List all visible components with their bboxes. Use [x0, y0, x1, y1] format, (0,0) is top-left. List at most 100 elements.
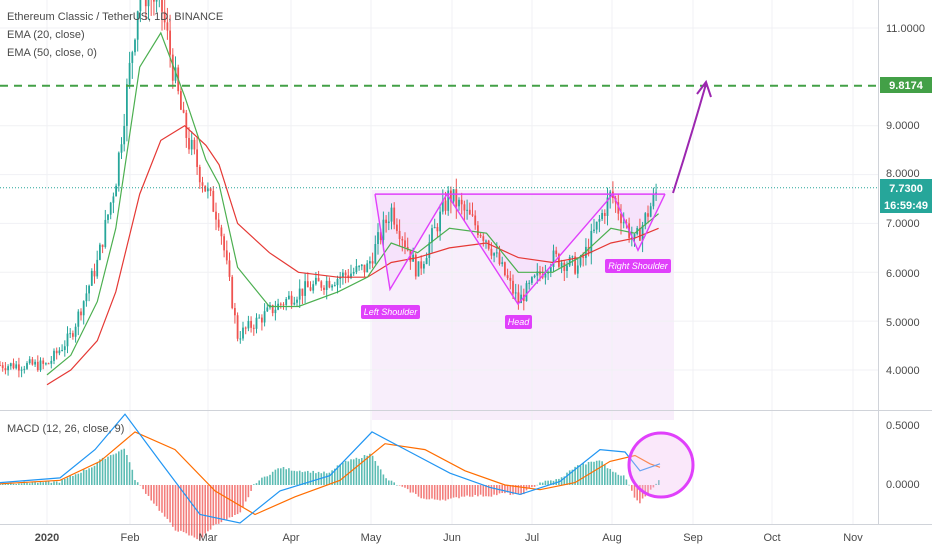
macd-bar	[182, 485, 185, 533]
macd-bar	[444, 485, 447, 501]
candle-body	[339, 277, 342, 279]
macd-bar	[180, 485, 182, 531]
macd-bar	[242, 485, 244, 507]
candle-body	[196, 149, 198, 167]
head-label[interactable]: Head	[505, 315, 532, 329]
candle-body	[547, 272, 549, 274]
macd-bar	[239, 485, 242, 513]
time-axis[interactable]: 2020 Feb Mar Apr May Jun Jul Aug Sep Oct…	[35, 532, 864, 544]
macd-bar	[118, 451, 120, 485]
candle-body	[0, 365, 1, 367]
candle-body	[139, 0, 142, 12]
macd-bar	[80, 472, 82, 485]
macd-bar	[150, 485, 152, 501]
candle-body	[485, 240, 487, 242]
macd-bar	[236, 485, 239, 515]
macd-bar	[601, 461, 603, 485]
candle-body	[42, 360, 45, 364]
projection-arrow[interactable]	[672, 79, 712, 194]
chart-legend: Ethereum Classic / TetherUS, 1D, BINANCE…	[7, 11, 223, 435]
macd-bar	[74, 474, 77, 485]
candle-body	[204, 185, 207, 192]
macd-bar	[37, 482, 39, 485]
macd-bar	[336, 465, 339, 485]
candle-body	[371, 261, 374, 264]
ema-20-line[interactable]	[46, 31, 659, 376]
candle-body	[490, 248, 493, 256]
candle-body	[325, 280, 328, 290]
macd-bar	[539, 482, 541, 485]
candle-body	[525, 283, 528, 302]
macd-bar	[277, 468, 279, 485]
macd-bar	[604, 464, 606, 485]
candle-body	[274, 309, 277, 314]
macd-bar	[328, 472, 331, 485]
macd-bar	[12, 483, 15, 485]
candle-body	[552, 250, 555, 267]
macd-bar	[401, 485, 404, 487]
macd-bar	[199, 485, 201, 541]
macd-bar	[147, 485, 150, 496]
macd-bar	[69, 475, 71, 485]
macd-bar	[636, 485, 638, 501]
candle-body	[417, 261, 420, 277]
macd-bar	[288, 468, 290, 485]
candle-body	[358, 266, 360, 268]
candle-body	[298, 288, 301, 300]
macd-axis[interactable]: 0.5000 0.0000	[886, 420, 920, 491]
inverse-head-shoulders-drawing[interactable]	[374, 192, 666, 306]
candle-body	[201, 182, 204, 186]
macd-bar	[593, 461, 595, 485]
candle-body	[74, 326, 77, 337]
ema-20-legend: EMA (20, close)	[7, 29, 85, 41]
macd-bar	[163, 485, 166, 517]
candle-body	[498, 252, 501, 265]
macd-bar	[639, 485, 641, 504]
candle-body	[447, 190, 450, 211]
macd-bar	[190, 485, 193, 536]
candle-body	[344, 272, 347, 276]
time-tick: Sep	[683, 532, 703, 544]
price-axis[interactable]: 11.0000 9.0000 8.0000 7.0000 6.0000 5.00…	[886, 23, 925, 377]
right-shoulder-label[interactable]: Right Shoulder	[605, 259, 671, 273]
macd-line[interactable]	[0, 413, 661, 524]
candle-body	[312, 284, 315, 291]
candle-body	[252, 327, 255, 329]
macd-bar	[563, 476, 566, 485]
macd-signal-line[interactable]	[0, 431, 661, 516]
macd-bar	[93, 465, 96, 485]
left-shoulder-label[interactable]: Left Shoulder	[361, 305, 420, 319]
candle-body	[207, 188, 209, 192]
candle-body	[536, 271, 539, 276]
macd-bar	[382, 474, 385, 485]
candle-body	[171, 54, 174, 81]
ema-50-line[interactable]	[46, 124, 659, 386]
macd-bar	[509, 485, 512, 495]
candle-body	[501, 262, 504, 265]
macd-bar	[487, 485, 490, 497]
candle-body	[479, 235, 482, 237]
candle-body	[504, 262, 506, 276]
macd-bar	[317, 471, 320, 485]
macd-bar	[433, 485, 436, 500]
candle-body	[93, 270, 96, 277]
ema-50-legend: EMA (50, close, 0)	[7, 47, 97, 59]
grid	[0, 0, 878, 524]
macd-bar	[587, 461, 590, 485]
candle-body	[363, 264, 366, 273]
candle-body	[58, 350, 61, 354]
candle-body	[63, 346, 66, 350]
macd-highlight-circle[interactable]	[627, 431, 695, 499]
time-tick: 2020	[35, 532, 59, 544]
macd-bar	[628, 484, 630, 486]
macd-bar	[1, 483, 4, 485]
macd-bar	[436, 485, 439, 500]
candle-body	[622, 222, 625, 224]
candle-body	[390, 207, 393, 222]
macd-bar	[320, 473, 323, 485]
macd-bar	[290, 470, 293, 485]
candle-body	[155, 0, 158, 2]
candle-body	[366, 263, 369, 273]
